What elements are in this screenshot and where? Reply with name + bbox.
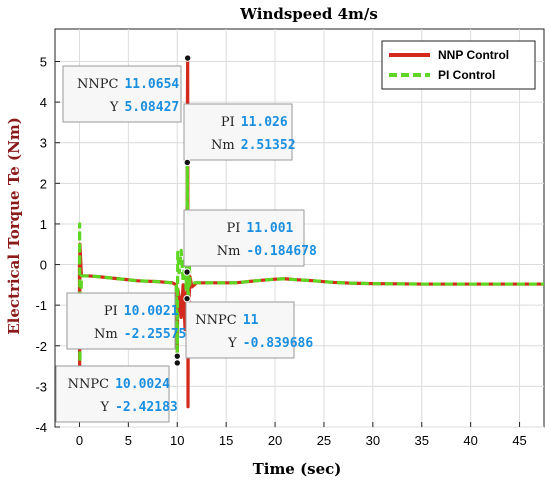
legend: NNP Control PI Control — [381, 40, 536, 90]
datatip-value: -0.184678 — [246, 244, 317, 259]
datatip-marker — [183, 268, 191, 276]
datatip-marker — [173, 352, 181, 360]
datatip-key: NNPC — [195, 313, 236, 328]
datatip-value: 5.08427 — [124, 100, 179, 115]
x-tick-label: 15 — [219, 433, 233, 448]
datatip[interactable]: NNPC 11 Y -0.839686 — [185, 301, 314, 359]
datatip-marker — [183, 158, 191, 167]
y-tick-label: -1 — [35, 298, 47, 313]
legend-label-nnp: NNP Control — [438, 48, 509, 62]
y-tick-label: 3 — [40, 136, 47, 151]
datatip[interactable]: PI 10.0021 Nm -2.25575 — [66, 292, 187, 350]
x-tick-label: 0 — [76, 433, 83, 448]
datatip-box — [62, 65, 182, 123]
x-tick-label: 40 — [463, 433, 477, 448]
datatip-value: -0.839686 — [243, 336, 314, 351]
datatip-value: 10.0024 — [115, 377, 170, 392]
datatip-value: -2.42183 — [115, 400, 178, 415]
datatip-marker — [183, 54, 192, 62]
datatip-key: NNPC — [77, 77, 118, 92]
y-tick-label: 2 — [40, 176, 47, 191]
datatip-key: PI — [227, 221, 241, 236]
datatip-key: Y — [227, 336, 237, 351]
y-tick-label: 1 — [40, 217, 47, 232]
datatip-marker — [183, 294, 191, 303]
legend-label-pi: PI Control — [438, 68, 495, 82]
datatip[interactable]: NNPC 11.0654 Y 5.08427 — [62, 65, 182, 123]
y-tick-label: -2 — [35, 339, 47, 354]
datatip[interactable]: NNPC 10.0024 Y -2.42183 — [55, 365, 178, 423]
datatip-key: PI — [104, 304, 118, 319]
datatip-value: 10.0021 — [124, 304, 179, 319]
x-tick-label: 20 — [268, 433, 282, 448]
datatip[interactable]: PI 11.026 Nm 2.51352 — [183, 103, 296, 161]
datatip-box — [185, 301, 295, 359]
x-tick-label: 35 — [415, 433, 429, 448]
datatip-key: NNPC — [68, 377, 109, 392]
y-axis-label: Electrical Torque Te (Nm) — [5, 117, 23, 335]
datatip[interactable]: PI 11.001 Nm -0.184678 — [183, 209, 317, 267]
x-tick-label: 45 — [512, 433, 526, 448]
y-tick-label: -3 — [35, 379, 47, 394]
y-tick-label: 4 — [40, 95, 47, 110]
x-tick-label: 10 — [170, 433, 184, 448]
datatip-key: Y — [109, 100, 119, 115]
datatip-key: Nm — [211, 138, 235, 153]
x-axis-ticks: 0 5 10 15 20 25 30 35 40 45 — [76, 422, 527, 448]
datatip-key: PI — [221, 115, 235, 130]
datatip-value: 11.026 — [241, 115, 288, 130]
datatip-value: 2.51352 — [241, 138, 296, 153]
x-axis-label: Time (sec) — [253, 460, 342, 478]
datatip-key: Nm — [94, 327, 118, 342]
datatips: NNPC 11.0654 Y 5.08427 PI 11.026 Nm 2.51352 PI 11… — [55, 54, 317, 423]
y-tick-label: 5 — [40, 54, 47, 69]
datatip-value: 11.001 — [246, 221, 293, 236]
y-axis-ticks: -4 -3 -2 -1 0 1 2 3 4 5 — [35, 54, 60, 435]
datatip-value: 11.0654 — [124, 77, 179, 92]
x-tick-label: 30 — [366, 433, 380, 448]
chart-title: Windspeed 4m/s — [239, 5, 378, 23]
datatip-value: -2.25575 — [124, 327, 187, 342]
datatip-key: Nm — [217, 244, 241, 259]
datatip-marker — [173, 359, 181, 367]
datatip-box — [183, 209, 305, 267]
y-tick-label: -4 — [35, 420, 47, 435]
datatip-value: 11 — [243, 313, 259, 328]
datatip-key: Y — [100, 400, 110, 415]
x-tick-label: 25 — [317, 433, 331, 448]
datatip-box — [183, 103, 293, 161]
legend-box — [381, 40, 536, 90]
datatip-box — [55, 365, 170, 423]
datatip-box — [66, 292, 176, 350]
x-tick-label: 5 — [125, 433, 132, 448]
y-tick-label: 0 — [40, 258, 47, 273]
